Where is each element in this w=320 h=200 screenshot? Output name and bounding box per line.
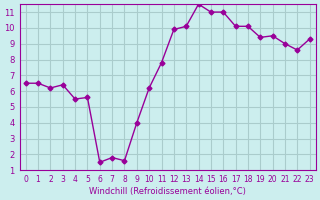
X-axis label: Windchill (Refroidissement éolien,°C): Windchill (Refroidissement éolien,°C) — [89, 187, 246, 196]
